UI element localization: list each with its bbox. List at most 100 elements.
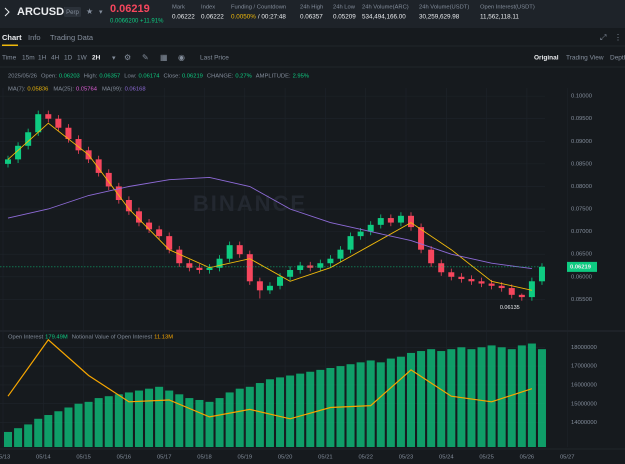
interval[interactable]: 1H (38, 55, 47, 62)
draw-icon[interactable]: ✎ (142, 53, 149, 62)
menu-icon[interactable] (4, 7, 10, 17)
view-option[interactable]: Original (534, 55, 559, 62)
x-tick-label: 05/22 (358, 455, 373, 461)
oi-bar (507, 349, 516, 447)
ma-value: 0.05764 (76, 87, 98, 93)
oi-bar (34, 418, 43, 447)
plot: 0.10000 0.09500 0.09000 0.08500 0.08000 0.075… (0, 88, 597, 461)
oi-bar (517, 345, 526, 447)
candle-body (35, 114, 42, 133)
tabs: Chart Info Trading Data (2, 33, 94, 42)
x-tick-label: 05/16 (117, 455, 132, 461)
price-type[interactable]: Last Price (200, 55, 229, 62)
y-tick-label: 15000000 (571, 401, 597, 407)
oi-bar (427, 349, 436, 447)
candle-body (428, 249, 435, 264)
oi-bar (346, 364, 355, 447)
oi-bar (366, 360, 375, 447)
oi-bar (537, 349, 546, 447)
interval[interactable]: 4H (51, 55, 60, 62)
view-option[interactable]: Trading View (566, 55, 604, 62)
oi-bar (84, 401, 93, 447)
tab[interactable]: Info (28, 33, 41, 42)
y-tick-label: 0.05500 (571, 297, 592, 303)
interval[interactable]: 1D (64, 55, 73, 62)
info-date: 2025/05/26 (8, 74, 37, 80)
oi-bar (255, 383, 264, 447)
indicator-icon[interactable]: ⚙ (124, 53, 131, 62)
dropdown-icon[interactable]: ▾ (99, 9, 103, 16)
tab[interactable]: Trading Data (50, 33, 94, 42)
y-tick-label: 0.07500 (571, 207, 592, 213)
candle-body (256, 281, 263, 291)
price-change: 0.0066200 +11.91% (110, 19, 164, 25)
oi-bar (155, 386, 164, 447)
oi-bar (134, 390, 143, 447)
candle-body (216, 258, 223, 268)
oi-bar (4, 431, 12, 447)
stat-value: 0.06357 (300, 14, 323, 21)
layout-icon[interactable]: ▦ (160, 53, 168, 62)
candle-body (408, 215, 414, 228)
candle-body (377, 218, 384, 225)
candle-body (458, 276, 465, 280)
interval[interactable]: Time (2, 55, 17, 62)
candle-body (226, 245, 233, 259)
oi-bar (487, 345, 496, 447)
candle-body (508, 288, 515, 295)
interval[interactable]: 15m (22, 55, 35, 62)
settings-icon[interactable]: ⋮ (614, 33, 622, 42)
info-label: Low: (124, 74, 137, 80)
oi-bar (527, 343, 536, 447)
oi-bar (14, 428, 23, 447)
watermark: BINANCE (193, 191, 307, 216)
oi-bar (245, 386, 254, 447)
info-value: 0.06219 (182, 74, 203, 80)
candle-body (125, 200, 132, 212)
star-icon[interactable]: ★ (86, 7, 93, 16)
stat-value: 534,494,166.00 (362, 14, 406, 21)
ma-label: MA(99): (102, 87, 123, 93)
candle-body (55, 118, 62, 128)
stat-label: 24h Low (333, 5, 356, 11)
symbol[interactable]: ARCUSDT (17, 6, 71, 18)
expand-icon[interactable]: ⤢ (599, 33, 606, 42)
oi-bar (316, 369, 325, 447)
candle-body (438, 263, 445, 273)
oi-bar (195, 399, 204, 447)
y-tick-label: 0.06500 (571, 252, 592, 258)
oi-bar (205, 401, 214, 447)
candle-body (115, 186, 122, 200)
stat-label: 24h Volume(ARC) (362, 5, 409, 11)
camera-icon[interactable]: ◉ (178, 53, 185, 62)
oi-bar (447, 349, 456, 447)
candle-body (528, 281, 535, 298)
candle-body (156, 229, 163, 237)
tab[interactable]: Chart (2, 33, 22, 42)
view-option[interactable]: Depth (610, 55, 625, 62)
dropdown-icon[interactable]: ▾ (112, 55, 116, 62)
candle-body (45, 114, 52, 119)
toolbar: Time 15m 1H 4H 1D 1W 2H Last Price Original Tradi… (2, 55, 625, 62)
candle-body (15, 145, 22, 160)
candle-body (347, 236, 354, 250)
oi-bar (74, 403, 83, 447)
candle-body (176, 249, 183, 264)
oi-bar (276, 377, 285, 447)
y-tick-label: 0.08500 (571, 161, 592, 167)
info-value: 2.95% (293, 74, 309, 80)
stat-label: Funding / Countdown (231, 5, 286, 11)
interval[interactable]: 2H (92, 55, 101, 62)
y-tick-label: 14000000 (571, 420, 597, 426)
oi-bar (54, 411, 63, 447)
candle-body (135, 211, 142, 223)
interval[interactable]: 1W (77, 55, 88, 62)
candle-body (246, 254, 253, 282)
stat-value: 0.06222 (172, 14, 195, 21)
info-label: Open: (41, 74, 57, 80)
info-value: 0.06174 (139, 74, 161, 80)
stats: Mark 0.06222 Index 0.06222 Funding / Countdo… (172, 5, 535, 21)
candle-body (206, 267, 213, 270)
y-tick-label: 0.08000 (571, 184, 592, 190)
